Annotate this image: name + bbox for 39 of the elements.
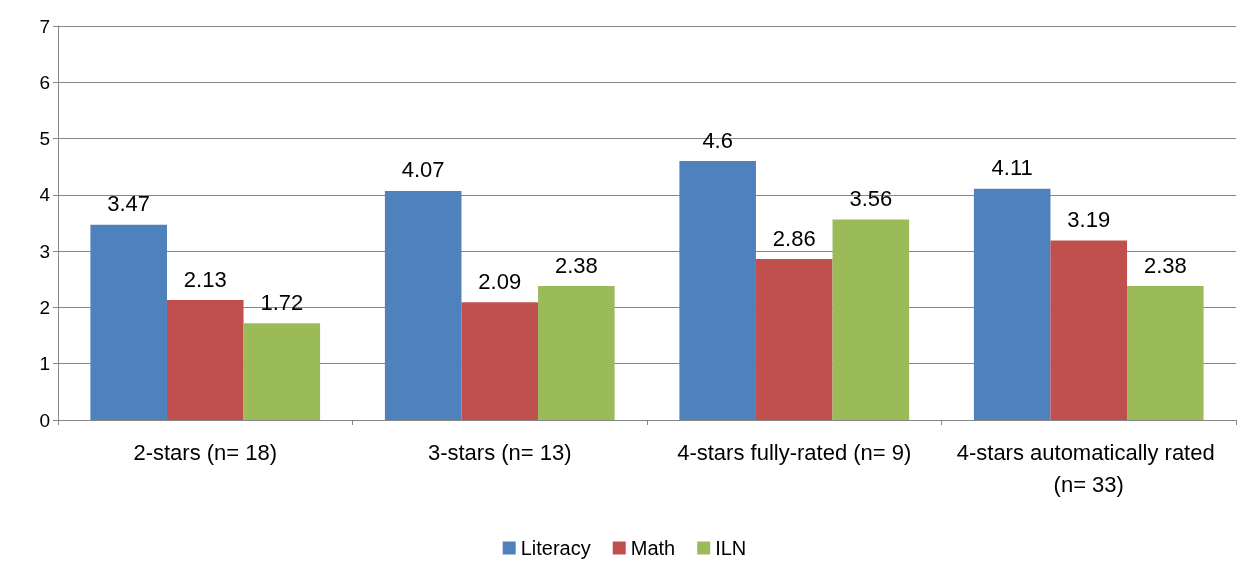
- data-label: 2.38: [554, 252, 598, 278]
- legend-label: Literacy: [520, 537, 591, 559]
- y-tick-label: 5: [39, 128, 50, 150]
- x-tick-label: 4-stars automatically rated (n= 33): [956, 439, 1221, 497]
- bar: [832, 219, 910, 420]
- data-label: 1.72: [260, 289, 304, 315]
- bar: [90, 224, 167, 420]
- bar: [384, 190, 462, 420]
- bar: [1127, 286, 1204, 420]
- y-tick-label: 0: [39, 409, 50, 431]
- y-tick-label: 1: [39, 353, 50, 375]
- bar: [973, 188, 1051, 420]
- bar: [166, 300, 244, 420]
- data-label: 2.13: [183, 266, 227, 292]
- y-tick-label: 2: [39, 296, 50, 318]
- data-label: 3.56: [849, 186, 893, 212]
- data-label: 4.6: [702, 127, 733, 153]
- x-tick-label: 4-stars fully-rated (n= 9): [677, 439, 912, 465]
- x-tick-label: 2-stars (n= 18): [133, 439, 278, 465]
- x-tick-label: 3-stars (n= 13): [427, 439, 572, 465]
- bar: [538, 286, 615, 420]
- bar: [461, 302, 539, 420]
- bar: [755, 259, 833, 420]
- data-label: 4.07: [401, 157, 445, 183]
- data-label: 3.19: [1067, 206, 1111, 232]
- y-tick-label: 4: [39, 184, 51, 206]
- y-tick-label: 6: [39, 71, 50, 93]
- data-label: 3.47: [107, 191, 151, 217]
- data-label: 2.86: [772, 225, 816, 251]
- legend-label: ILN: [715, 537, 747, 559]
- y-tick-label: 7: [39, 15, 50, 37]
- bar: [243, 323, 321, 420]
- bar: [679, 161, 756, 420]
- bar: [1050, 240, 1128, 420]
- data-label: 2.38: [1143, 252, 1187, 278]
- legend-label: Math: [630, 537, 676, 559]
- data-label: 4.11: [991, 155, 1033, 181]
- y-tick-label: 3: [39, 240, 50, 262]
- data-label: 2.09: [478, 268, 522, 294]
